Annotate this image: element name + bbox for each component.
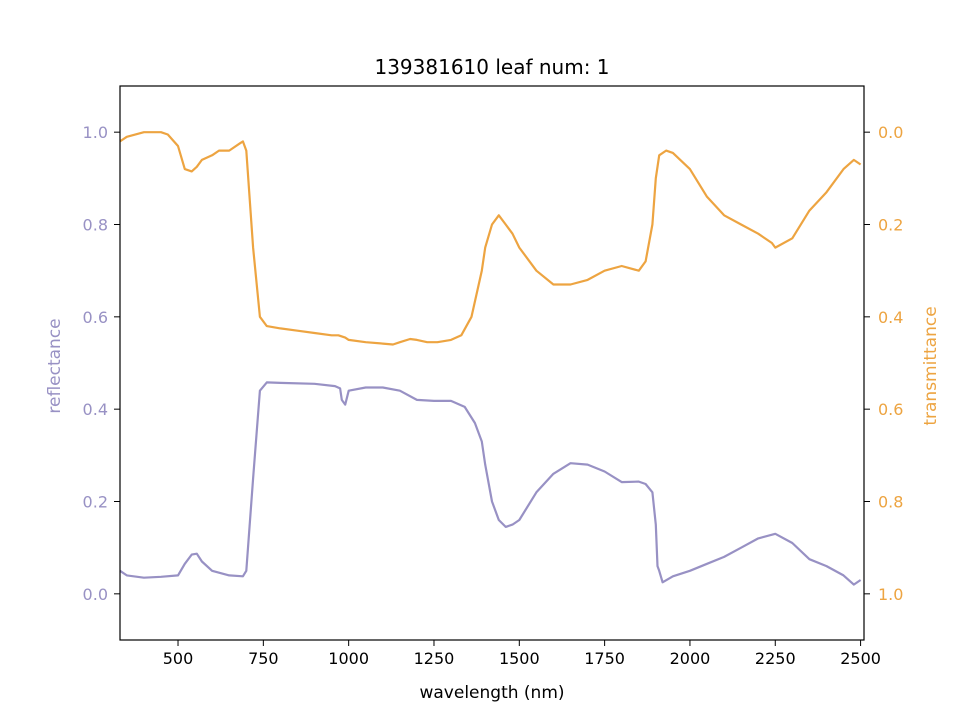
x-tick-label: 1750 xyxy=(584,649,625,668)
x-tick-label: 2500 xyxy=(840,649,881,668)
plot-lines xyxy=(119,131,862,586)
right-tick-label: 0.0 xyxy=(878,123,903,142)
chart-title: 139381610 leaf num: 1 xyxy=(374,55,609,79)
right-axis-label: transmittance xyxy=(921,306,941,425)
x-tick-label: 500 xyxy=(163,649,194,668)
transmittance-line xyxy=(119,131,862,346)
right-tick-label: 0.2 xyxy=(878,216,903,235)
right-tick-label: 0.8 xyxy=(878,493,903,512)
x-tick-label: 2250 xyxy=(755,649,796,668)
left-tick-label: 0.6 xyxy=(83,308,108,327)
x-tick-label: 1500 xyxy=(499,649,540,668)
right-axis: 0.0 0.2 0.4 0.6 0.8 1.0 xyxy=(864,123,903,604)
reflectance-line xyxy=(119,381,862,586)
right-tick-label: 1.0 xyxy=(878,585,903,604)
left-tick-label: 0.2 xyxy=(83,493,108,512)
left-tick-label: 1.0 xyxy=(83,123,108,142)
right-tick-label: 0.6 xyxy=(878,400,903,419)
x-tick-label: 750 xyxy=(248,649,279,668)
x-axis: 500 750 1000 1250 1500 1750 2000 2250 2500 xyxy=(163,640,881,668)
x-tick-label: 2000 xyxy=(670,649,711,668)
left-axis: 0.0 0.2 0.4 0.6 0.8 1.0 xyxy=(83,123,120,604)
left-tick-label: 0.4 xyxy=(83,400,108,419)
plot-frame xyxy=(119,85,865,641)
left-tick-label: 0.8 xyxy=(83,216,108,235)
x-axis-label: wavelength (nm) xyxy=(419,683,564,703)
left-tick-label: 0.0 xyxy=(83,585,108,604)
x-tick-label: 1000 xyxy=(328,649,369,668)
x-tick-label: 1250 xyxy=(414,649,455,668)
right-tick-label: 0.4 xyxy=(878,308,903,327)
left-axis-label: reflectance xyxy=(45,318,65,413)
